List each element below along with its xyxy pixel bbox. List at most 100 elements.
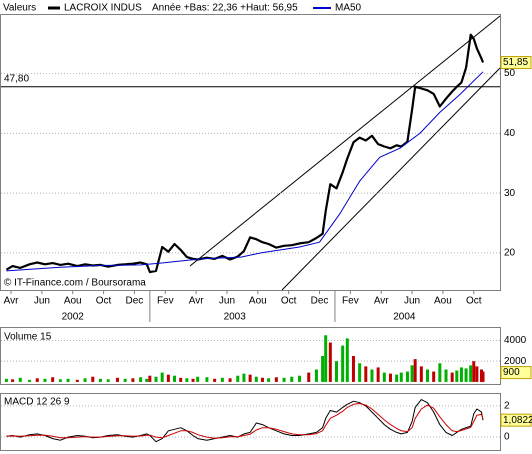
bar <box>166 374 170 382</box>
bar <box>106 379 110 382</box>
bar <box>475 366 479 382</box>
y-tick-label: 4000 <box>504 335 527 346</box>
bar <box>11 379 15 382</box>
bar <box>455 370 459 382</box>
x-tick-label: Aou <box>64 296 82 307</box>
x-tick-label: Avr <box>374 296 389 307</box>
bar <box>459 367 463 382</box>
bar <box>18 377 22 382</box>
bar <box>307 372 311 382</box>
macd-panel <box>0 393 501 451</box>
trend-line <box>189 15 501 267</box>
bar <box>399 372 403 382</box>
bar <box>314 369 318 382</box>
bar <box>51 377 55 382</box>
bar <box>290 376 294 382</box>
bar <box>469 365 473 382</box>
bar <box>267 378 271 382</box>
bar <box>426 369 430 382</box>
legend-title: Valeurs <box>3 3 36 14</box>
year-label: 2003 <box>224 312 247 323</box>
x-tick-label: Avr <box>4 296 19 307</box>
bar <box>395 374 399 382</box>
bar <box>341 345 345 382</box>
bar <box>98 378 102 382</box>
bar <box>321 356 325 382</box>
bar <box>472 361 476 382</box>
bar <box>145 378 149 382</box>
bar <box>376 367 380 382</box>
bar <box>148 375 152 382</box>
bar <box>481 371 485 382</box>
bar <box>213 378 217 382</box>
x-tick-label: Jun <box>34 296 50 307</box>
y-tick-label: 40 <box>504 128 516 139</box>
y-tick-label: 20 <box>504 248 516 259</box>
x-tick-label: Dec <box>311 296 329 307</box>
bar <box>154 376 158 382</box>
year-label: 2004 <box>393 312 416 323</box>
bar <box>382 372 386 382</box>
bar <box>28 379 32 382</box>
bar <box>242 373 246 382</box>
bar <box>358 363 362 382</box>
x-tick-label: Dec <box>126 296 144 307</box>
source: © IT-Finance.com / Boursorama <box>4 278 146 289</box>
bar <box>205 377 209 382</box>
x-tick-label: Aou <box>249 296 267 307</box>
series-line <box>6 71 484 272</box>
bar <box>191 378 195 382</box>
bar <box>123 378 127 382</box>
bar <box>115 377 119 382</box>
value-badge-label: 900 <box>503 367 520 378</box>
bar <box>83 378 87 382</box>
bar <box>328 342 332 382</box>
y-tick-label: 50 <box>504 68 516 79</box>
bar <box>364 366 368 382</box>
bar <box>274 377 278 382</box>
x-tick-label: Jun <box>219 296 235 307</box>
bar <box>438 363 442 382</box>
bar <box>260 377 264 382</box>
bar <box>173 375 177 382</box>
bar <box>370 369 374 382</box>
y-tick-label: 0 <box>504 432 510 443</box>
y-tick-label: 2 <box>504 400 510 411</box>
bar <box>297 375 301 382</box>
bar <box>43 378 47 382</box>
bar <box>444 369 448 382</box>
bar <box>324 335 328 382</box>
bar <box>228 378 232 382</box>
x-tick-label: Oct <box>466 296 482 307</box>
panel-title: MACD 12 26 9 <box>4 397 70 408</box>
bar <box>450 372 454 382</box>
series-line <box>6 403 484 439</box>
bar <box>388 373 392 382</box>
x-tick-label: Avr <box>189 296 204 307</box>
bar <box>131 378 135 382</box>
bar <box>405 371 409 382</box>
bar <box>91 376 95 382</box>
value-badge-label: 1,0822 <box>503 415 532 426</box>
bar <box>410 365 414 382</box>
x-tick-label: Oct <box>281 296 297 307</box>
bar <box>345 338 349 382</box>
bar <box>35 378 39 382</box>
x-tick-label: Jun <box>404 296 420 307</box>
bar <box>334 361 338 382</box>
bar <box>413 359 417 382</box>
bar <box>236 375 240 382</box>
x-tick-label: Aou <box>434 296 452 307</box>
value-badge <box>500 56 532 70</box>
bar <box>75 379 79 382</box>
value-badge <box>500 413 532 427</box>
bar <box>179 377 183 382</box>
bar <box>248 374 252 382</box>
bar <box>185 378 189 382</box>
panel-title: Volume 15 <box>4 332 52 343</box>
year-label: 2002 <box>62 312 85 323</box>
x-tick-label: Fev <box>342 296 359 307</box>
bar <box>139 377 143 382</box>
